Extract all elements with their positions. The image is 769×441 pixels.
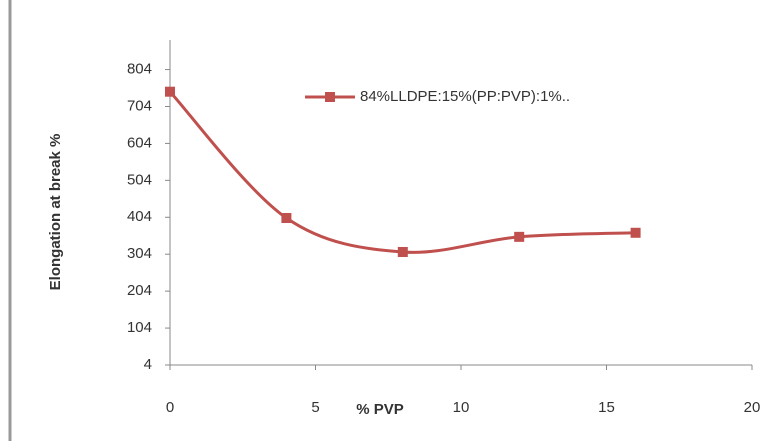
y-tick-label: 204 xyxy=(127,282,152,299)
y-tick-label: 304 xyxy=(127,245,152,262)
marker xyxy=(165,86,175,97)
legend-label: 84%LLDPE:15%(PP:PVP):1%.. xyxy=(360,88,570,105)
y-tick-label: 604 xyxy=(127,134,152,151)
y-tick-label: 4 xyxy=(144,356,152,373)
legend-marker xyxy=(325,92,335,102)
marker xyxy=(281,213,292,224)
y-tick-label: 404 xyxy=(127,208,152,225)
marker xyxy=(630,227,641,238)
x-tick-label: 5 xyxy=(311,399,319,416)
x-tick-label: 20 xyxy=(744,399,761,416)
y-tick-label: 704 xyxy=(127,97,152,114)
y-tick-label: 504 xyxy=(127,171,152,188)
marker xyxy=(514,231,525,242)
x-tick-label: 0 xyxy=(166,399,174,416)
y-tick-label: 804 xyxy=(127,61,152,78)
x-tick-label: 10 xyxy=(453,399,470,416)
x-tick-label: 15 xyxy=(598,399,615,416)
marker xyxy=(397,246,408,257)
x-axis-label: % PVP xyxy=(356,401,404,418)
y-tick-label: 104 xyxy=(127,319,152,336)
y-axis-label: Elongation at break % xyxy=(47,134,64,291)
series-line xyxy=(168,90,636,254)
